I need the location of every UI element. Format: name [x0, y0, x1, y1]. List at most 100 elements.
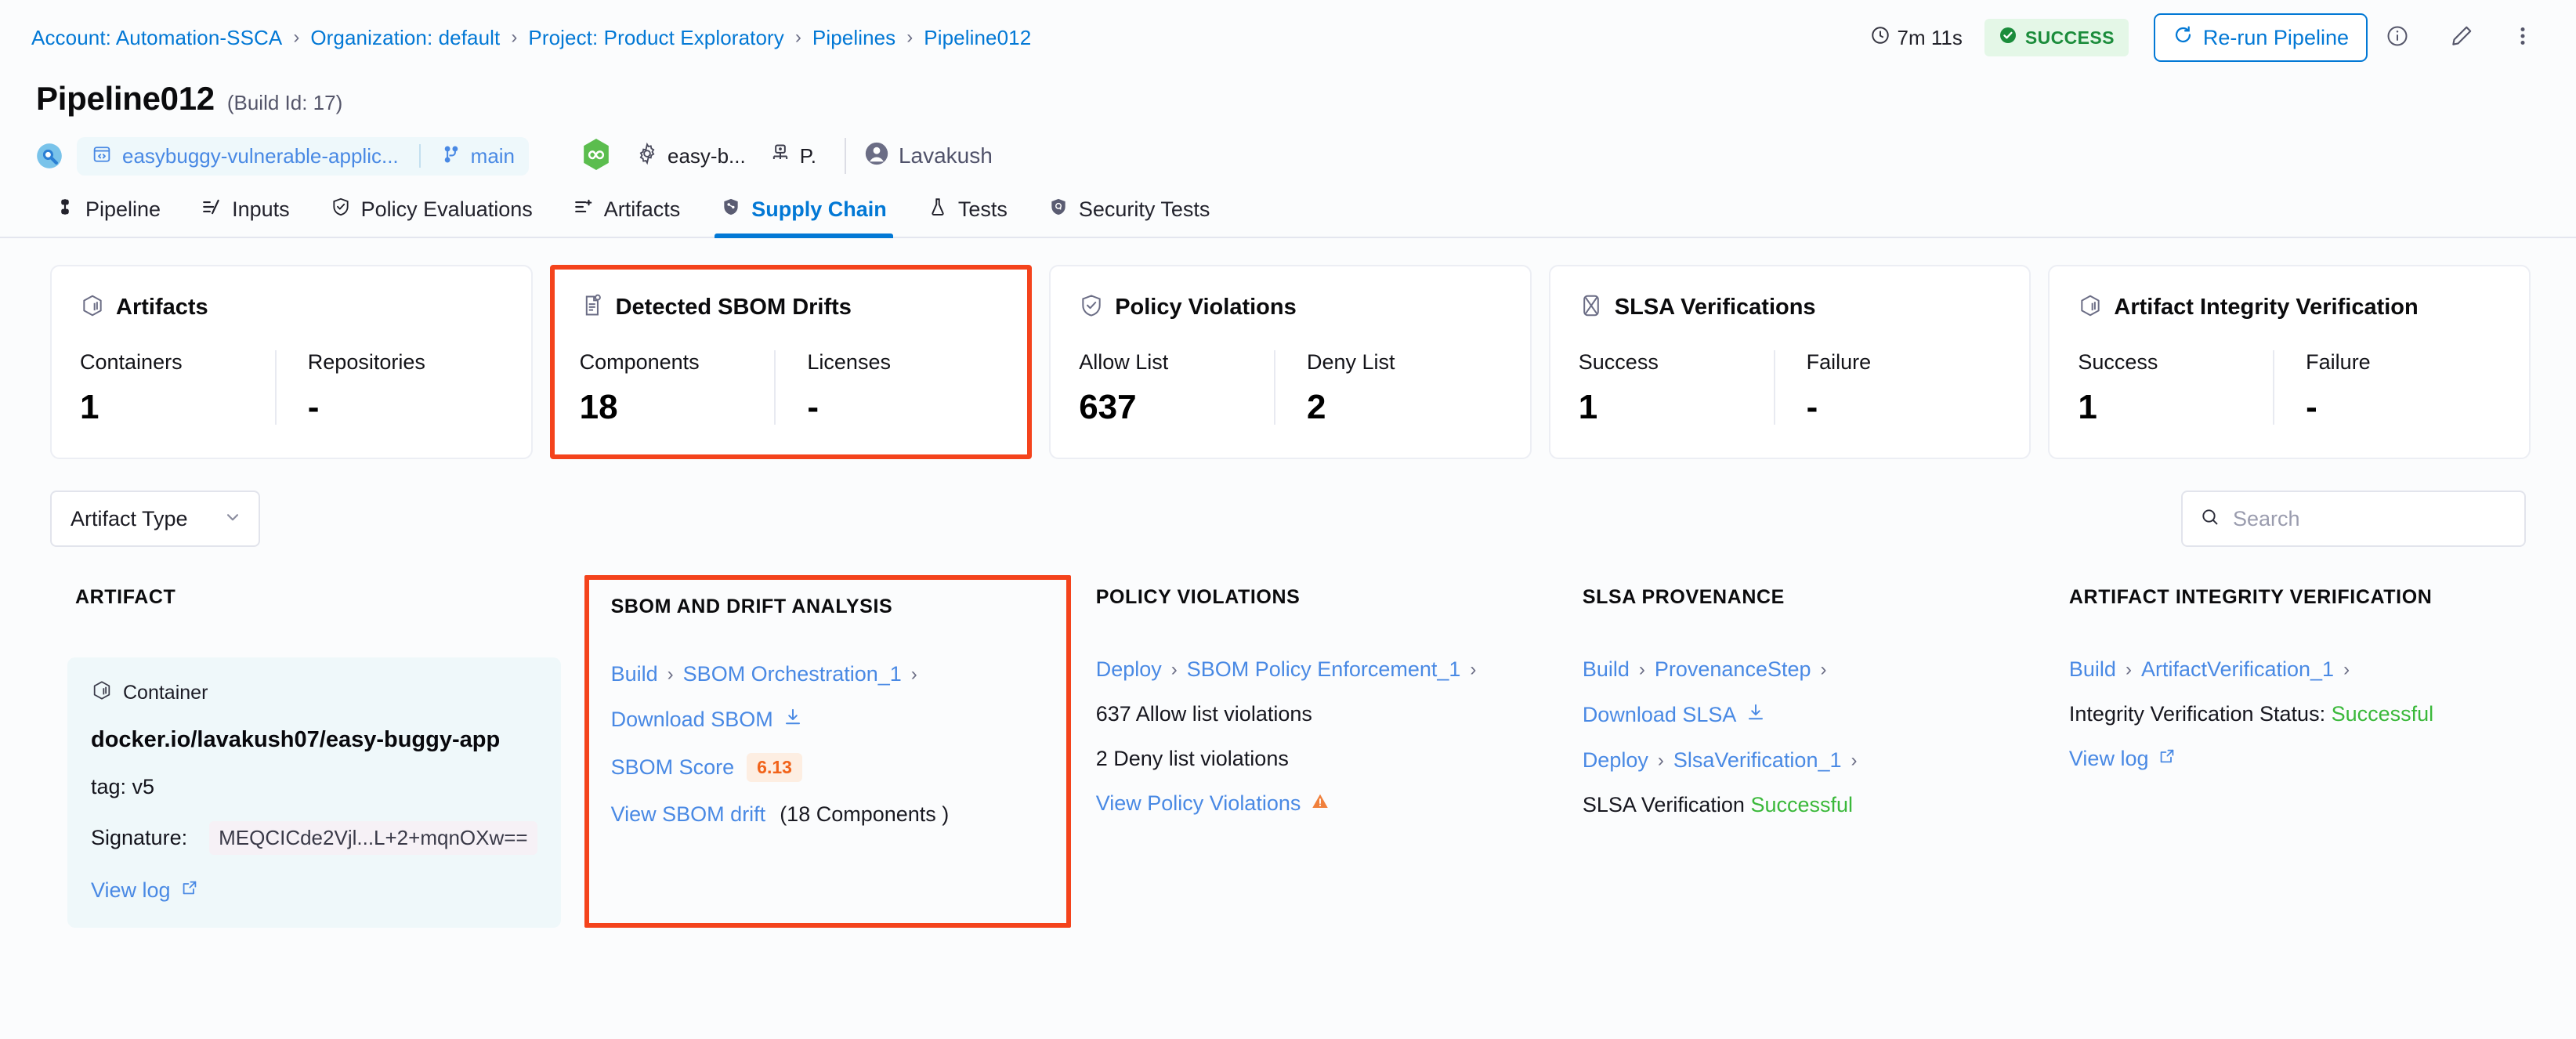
stat-components-value: 18	[579, 388, 618, 426]
tab-inputs[interactable]: Inputs	[181, 197, 310, 237]
artifact-view-log-link[interactable]: View log	[91, 878, 199, 903]
card-slsa-stats: Success 1 Failure -	[1579, 350, 2002, 425]
column-slsa-provenance: SLSA PROVENANCE Build › ProvenanceStep ›…	[1558, 575, 2044, 928]
breadcrumb-separator-icon: ›	[1638, 658, 1645, 680]
tab-tests-label: Tests	[957, 197, 1008, 221]
edit-pipeline-button[interactable]	[2440, 16, 2484, 60]
policy-step-breadcrumb: Deploy › SBOM Policy Enforcement_1 ›	[1096, 657, 1534, 682]
artifact-type-select[interactable]: Artifact Type	[50, 491, 260, 547]
card-policy-violations-stats: Allow List 637 Deny List 2	[1079, 350, 1502, 425]
branch-name[interactable]: main	[470, 143, 516, 168]
breadcrumb-item-account[interactable]: Account: Automation-SSCA	[31, 25, 283, 49]
search-box[interactable]	[2181, 491, 2526, 547]
sbom-score-value: 6.13	[747, 753, 802, 782]
slsa-deploy-stage-link[interactable]: Deploy	[1582, 748, 1648, 772]
column-policy-header: POLICY VIOLATIONS	[1095, 586, 1301, 608]
stat-slsa-failure: Failure -	[1773, 350, 2002, 425]
integrity-stage-link[interactable]: Build	[2068, 657, 2116, 681]
sbom-score-link[interactable]: SBOM Score	[610, 755, 735, 779]
kebab-menu-icon	[2511, 24, 2534, 52]
slsa-build-stage-link[interactable]: Build	[1582, 657, 1630, 681]
slsa-deploy-breadcrumb: Deploy › SlsaVerification_1 ›	[1583, 748, 2021, 773]
slsa-icon	[1579, 293, 1604, 322]
slsa-provenance-step-link[interactable]: ProvenanceStep	[1654, 657, 1811, 681]
stat-allow-list: Allow List 637	[1079, 350, 1274, 425]
stat-slsa-success: Success 1	[1579, 350, 1774, 425]
sbom-drift-count: (18 Components )	[780, 802, 950, 826]
stat-repositories-label: Repositories	[307, 350, 425, 374]
column-integrity-header: ARTIFACT INTEGRITY VERIFICATION	[2068, 586, 2433, 608]
breadcrumb-separator-icon: ›	[511, 27, 518, 48]
tab-tests[interactable]: Tests	[907, 197, 1028, 237]
column-slsa-header: SLSA PROVENANCE	[1582, 586, 1785, 608]
slsa-verification-step-link[interactable]: SlsaVerification_1	[1673, 748, 1842, 772]
refresh-icon	[2173, 24, 2194, 51]
card-detected-sbom-drifts[interactable]: Detected SBOM Drifts Components 18 Licen…	[549, 265, 1033, 459]
service-info: easy-b...	[635, 142, 746, 171]
column-artifact-integrity-verification: ARTIFACT INTEGRITY VERIFICATION Build › …	[2044, 575, 2531, 928]
service-name: easy-b...	[668, 143, 746, 168]
card-policy-violations-header: Policy Violations	[1079, 293, 1502, 322]
environment-name: P.	[799, 143, 816, 168]
policy-stage-link[interactable]: Deploy	[1095, 657, 1162, 681]
search-input[interactable]	[2233, 506, 2507, 531]
card-sbom-drifts-header: Detected SBOM Drifts	[580, 293, 1003, 322]
integrity-view-log-link[interactable]: View log	[2069, 747, 2177, 771]
policy-shield-icon	[331, 197, 351, 223]
inputs-icon	[201, 197, 222, 223]
view-policy-violations-link[interactable]: View Policy Violations	[1095, 791, 1301, 815]
tab-policy-evaluations-label: Policy Evaluations	[360, 197, 533, 221]
clock-icon	[1870, 25, 1890, 51]
download-sbom-row: Download SBOM	[611, 707, 1046, 733]
repository-chip[interactable]: easybuggy-vulnerable-applic... main	[77, 136, 530, 176]
more-options-button[interactable]	[2501, 16, 2545, 60]
card-slsa-verifications[interactable]: SLSA Verifications Success 1 Failure -	[1548, 265, 2031, 459]
policy-step-link[interactable]: SBOM Policy Enforcement_1	[1186, 657, 1461, 681]
repository-name[interactable]: easybuggy-vulnerable-applic...	[122, 143, 399, 168]
download-sbom-link[interactable]: Download SBOM	[611, 707, 803, 733]
tab-supply-chain[interactable]: Supply Chain	[700, 197, 907, 238]
supply-chain-shield-icon	[721, 197, 741, 223]
allow-list-violations-text: 637 Allow list violations	[1095, 702, 1312, 726]
card-artifacts-stats: Containers 1 Repositories -	[80, 350, 503, 425]
tab-security-tests[interactable]: Security Tests	[1028, 197, 1231, 237]
card-policy-violations[interactable]: Policy Violations Allow List 637 Deny Li…	[1049, 265, 1532, 459]
integrity-step-link[interactable]: ArtifactVerification_1	[2140, 657, 2335, 681]
breadcrumb-item-project[interactable]: Project: Product Exploratory	[528, 25, 784, 49]
stat-integrity-success: Success 1	[2078, 350, 2273, 425]
card-artifact-integrity-verification[interactable]: Artifact Integrity Verification Success …	[2048, 265, 2531, 459]
status-badge-label: SUCCESS	[2024, 27, 2115, 48]
pipeline-icon	[55, 197, 75, 223]
artifact-signature-row: Signature: MEQCICde2Vjl...L+2+mqnOXw==	[91, 821, 537, 855]
download-icon	[783, 707, 803, 733]
build-id-label: (Build Id: 17)	[226, 91, 343, 114]
deny-list-violations-text: 2 Deny list violations	[1095, 747, 1289, 770]
artifact-tag: tag: v5	[91, 775, 155, 798]
breadcrumb-item-pipeline[interactable]: Pipeline012	[924, 25, 1032, 49]
stat-deny-list-value: 2	[1306, 388, 1326, 426]
filter-bar: Artifact Type	[0, 459, 2576, 547]
breadcrumb-separator-icon: ›	[1820, 658, 1827, 680]
artifact-name: docker.io/lavakush07/easy-buggy-app	[91, 727, 501, 752]
pipeline-meta-row: easybuggy-vulnerable-applic... main	[0, 118, 2576, 179]
external-link-icon	[180, 878, 199, 903]
breadcrumb-separator-icon: ›	[2343, 658, 2350, 680]
sbom-stage-link[interactable]: Build	[610, 662, 658, 686]
tab-artifacts[interactable]: Artifacts	[553, 197, 701, 237]
sbom-step-link[interactable]: SBOM Orchestration_1	[682, 662, 902, 686]
download-slsa-link[interactable]: Download SLSA	[1583, 702, 1767, 728]
pencil-icon	[2449, 24, 2474, 52]
info-button[interactable]	[2375, 16, 2419, 60]
git-branch-icon	[441, 144, 461, 168]
slsa-verification-status: Successful	[1750, 793, 1854, 816]
tab-policy-evaluations[interactable]: Policy Evaluations	[310, 197, 553, 237]
view-sbom-drift-link[interactable]: View SBOM drift	[610, 802, 766, 826]
rerun-pipeline-button[interactable]: Re-run Pipeline	[2153, 13, 2368, 62]
tab-pipeline[interactable]: Pipeline	[34, 197, 181, 237]
stat-repositories-value: -	[307, 388, 320, 426]
environment-info: P.	[769, 143, 816, 170]
breadcrumb-item-pipelines[interactable]: Pipelines	[812, 25, 896, 49]
card-artifacts[interactable]: Artifacts Containers 1 Repositories -	[50, 265, 533, 459]
breadcrumb-item-organization[interactable]: Organization: default	[310, 25, 501, 49]
stat-containers: Containers 1	[80, 350, 275, 425]
